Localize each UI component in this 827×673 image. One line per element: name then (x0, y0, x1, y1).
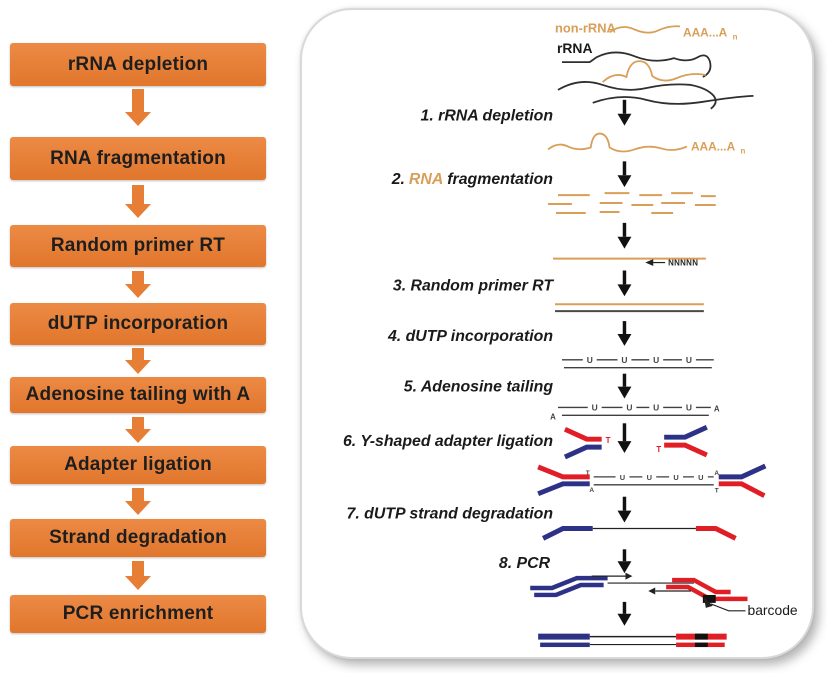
u-letter: U (673, 473, 678, 482)
step-label-8: 8. PCR (499, 555, 551, 572)
flow-step-rna-fragmentation: RNA fragmentation (10, 137, 266, 180)
t-overhang-letter: T (606, 436, 611, 445)
flow-step-label: Random primer RT (50, 235, 226, 256)
flow-arrow-icon (125, 417, 151, 443)
u-letter: U (621, 355, 627, 365)
polya-subscript: n (733, 32, 738, 41)
polya-label: AAA...A (691, 139, 736, 153)
a-overhang-letter: A (550, 412, 556, 421)
u-letter: U (686, 402, 692, 412)
y-adapter-right-illustration: T (656, 425, 708, 458)
step-label-1: 1. rRNA depletion (421, 108, 554, 125)
a-overhang-letter: A (714, 404, 720, 413)
protocol-panel: non-rRNA AAA...A n rRNA 1. rRNA depletio… (300, 8, 814, 659)
adapter-ligated-duplex-illustration: T A U U U U A T (537, 463, 767, 498)
protocol-diagram: non-rRNA AAA...A n rRNA 1. rRNA depletio… (343, 20, 798, 648)
flow-arrow-icon (125, 89, 151, 126)
flow-step-label: Adapter ligation (64, 454, 212, 475)
flow-step-adapter-ligation: Adapter ligation (10, 446, 266, 484)
flow-step-adenosine-tailing: Adenosine tailing with A (10, 377, 266, 413)
step-label-3: 3. Random primer RT (393, 277, 554, 294)
u-letter: U (698, 473, 703, 482)
t-junction-letter: T (586, 470, 590, 477)
down-arrow-icon (617, 161, 632, 188)
flow-step-label: Strand degradation (49, 527, 227, 548)
u-letter: U (686, 355, 692, 365)
primer-arrow-left-icon (648, 587, 656, 595)
primed-rna-illustration: NNNNN (553, 257, 706, 268)
down-arrow-icon (617, 270, 632, 297)
a-junction-letter: A (589, 487, 594, 494)
u-letter: U (626, 402, 632, 412)
dutp-duplex-illustration: U U U U (561, 355, 714, 369)
flow-step-rrna-depletion: rRNA depletion (10, 43, 266, 86)
flow-step-pcr-enrichment: PCR enrichment (10, 595, 266, 633)
t-overhang-letter: T (656, 445, 661, 454)
degraded-strand-illustration (541, 525, 737, 541)
u-letter: U (653, 402, 659, 412)
flow-step-label: RNA fragmentation (50, 147, 226, 169)
down-arrow-icon (617, 373, 632, 399)
flow-step-label: dUTP incorporation (47, 313, 229, 334)
flow-step-strand-degradation: Strand degradation (10, 519, 266, 557)
barcode-mark (694, 633, 708, 640)
polya-subscript: n (741, 146, 746, 155)
rrna-label: rRNA (557, 40, 592, 56)
flow-arrow-icon (125, 488, 151, 515)
down-arrow-icon (617, 601, 632, 626)
step-label-5: 5. Adenosine tailing (404, 379, 554, 396)
down-arrow-icon (617, 549, 632, 574)
step-label-6: 6. Y-shaped adapter ligation (343, 433, 553, 450)
barcode-mark (702, 594, 716, 603)
random-primer-label: NNNNN (668, 259, 698, 268)
rna-fragments-illustration (548, 192, 716, 214)
u-letter: U (620, 473, 625, 482)
final-library-illustration (538, 633, 727, 648)
down-arrow-icon (617, 222, 632, 249)
primer-arrow-right-icon (625, 572, 633, 580)
a-tailed-duplex-illustration: U U U U A A (550, 402, 720, 421)
workflow-flowchart: rRNA depletion RNA fragmentation Random … (0, 0, 290, 673)
barcode-mark (694, 642, 708, 648)
rna-cdna-duplex-illustration (555, 303, 704, 313)
y-adapter-left-illustration: T (563, 426, 611, 460)
pcr-priming-illustration: barcode (530, 572, 798, 618)
step-label-4: 4. dUTP incorporation (387, 328, 553, 345)
flow-arrow-icon (125, 185, 151, 218)
rna-pool-illustration: non-rRNA AAA...A n rRNA (555, 20, 754, 110)
u-letter: U (587, 355, 593, 365)
polya-label: AAA...A (683, 25, 728, 39)
flow-arrow-icon (125, 561, 151, 590)
flow-step-label: PCR enrichment (62, 603, 214, 624)
flow-arrow-icon (125, 271, 151, 298)
flow-step-random-primer-rt: Random primer RT (10, 225, 266, 267)
down-arrow-icon (617, 496, 632, 523)
depleted-mrna-illustration: AAA...A n (547, 132, 746, 155)
u-letter: U (647, 473, 652, 482)
step-label-2: 2. RNA fragmentation (391, 171, 554, 188)
down-arrow-icon (617, 99, 632, 126)
u-letter: U (653, 355, 659, 365)
step-label-7: 7. dUTP strand degradation (347, 506, 554, 523)
down-arrow-icon (617, 423, 632, 454)
barcode-label: barcode (748, 602, 798, 618)
non-rrna-label: non-rRNA (555, 20, 616, 35)
flow-step-label: Adenosine tailing with A (25, 384, 251, 405)
down-arrow-icon (617, 321, 632, 346)
a-junction-letter: A (714, 470, 719, 477)
flow-arrow-icon (125, 348, 151, 374)
t-junction-letter: T (715, 488, 719, 495)
flow-step-label: rRNA depletion (67, 53, 209, 75)
flow-step-dutp-incorporation: dUTP incorporation (10, 303, 266, 345)
u-letter: U (592, 402, 598, 412)
barcode-callout-arrow-icon (703, 596, 713, 608)
